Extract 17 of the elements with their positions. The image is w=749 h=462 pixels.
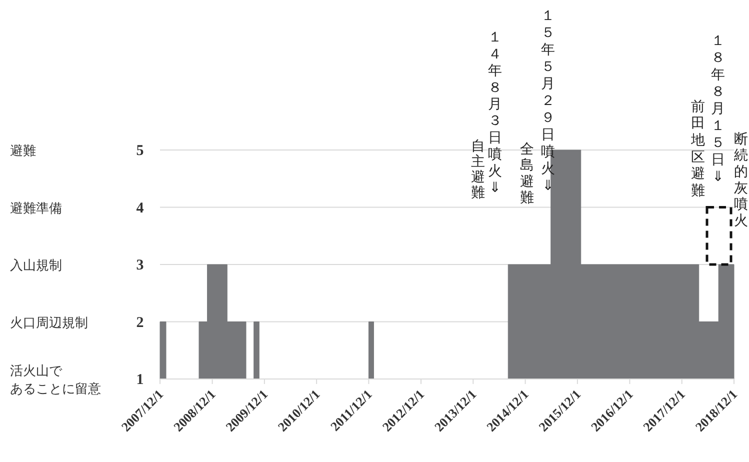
y-tick-label: 4 bbox=[136, 200, 144, 216]
text: 避難 bbox=[10, 144, 36, 159]
text: 活火山であることに留意 bbox=[10, 364, 101, 397]
text: 自主 bbox=[471, 138, 485, 170]
annotation: 断続的灰噴火 bbox=[733, 131, 748, 229]
annotation: 全島避難 bbox=[520, 141, 534, 206]
text: 避難準備 bbox=[10, 201, 62, 216]
text: １８年８月１５日⇓ bbox=[711, 33, 725, 185]
y-tick-label: 2 bbox=[136, 314, 144, 331]
text: 入山規制 bbox=[10, 258, 62, 274]
annotation: 前田地区避難 bbox=[690, 98, 705, 199]
y-tick-label: 1 bbox=[136, 372, 144, 388]
annotation: 避難 bbox=[471, 170, 485, 201]
text: １４年８月３日噴火⇓ bbox=[488, 30, 502, 196]
y-tick-label: 5 bbox=[136, 143, 144, 159]
y-tick-label: 3 bbox=[136, 258, 144, 274]
text: 火口周辺規制 bbox=[10, 316, 88, 331]
